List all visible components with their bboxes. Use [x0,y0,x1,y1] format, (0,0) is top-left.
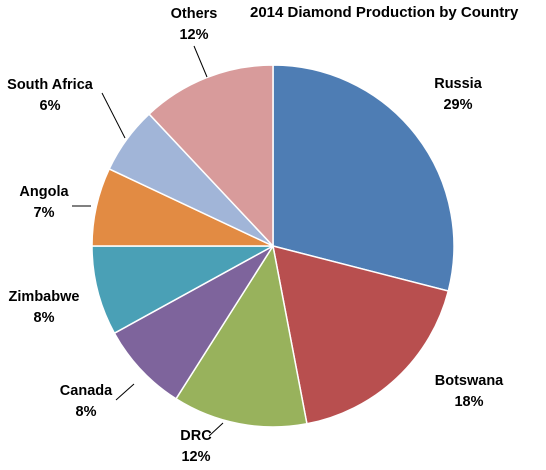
pie-slice-botswana [272,244,450,425]
slice-label-percent: 8% [76,404,97,420]
slice-label-name: Zimbabwe [9,289,80,305]
chart-title: 2014 Diamond Production by Country [250,4,519,21]
leader-line-drc [208,422,224,437]
leader-line-canada [115,383,135,401]
slice-label-name: South Africa [7,77,94,93]
slice-label-name: Russia [434,76,482,92]
slice-label-percent: 6% [40,98,61,114]
slice-label-name: DRC [180,428,212,444]
slice-label-percent: 18% [454,394,483,410]
slice-label-percent: 12% [179,27,208,43]
slice-label-name: Botswana [435,373,504,389]
slice-label-name: Others [171,6,218,22]
pie-slice-russia [272,64,455,292]
pie-slice-zimbabwe [91,245,274,335]
slice-label-percent: 7% [34,205,55,221]
slice-label-percent: 8% [34,310,55,326]
slice-label-percent: 12% [181,449,210,465]
leader-line-others [193,45,208,78]
leader-line-south-africa [101,92,126,139]
pie-slice-others [148,64,274,248]
slice-label-name: Canada [60,383,113,399]
pie-slice-canada [113,245,274,400]
slice-label-percent: 29% [443,97,472,113]
slice-label-name: Angola [19,184,69,200]
pie-slice-drc [174,243,308,428]
